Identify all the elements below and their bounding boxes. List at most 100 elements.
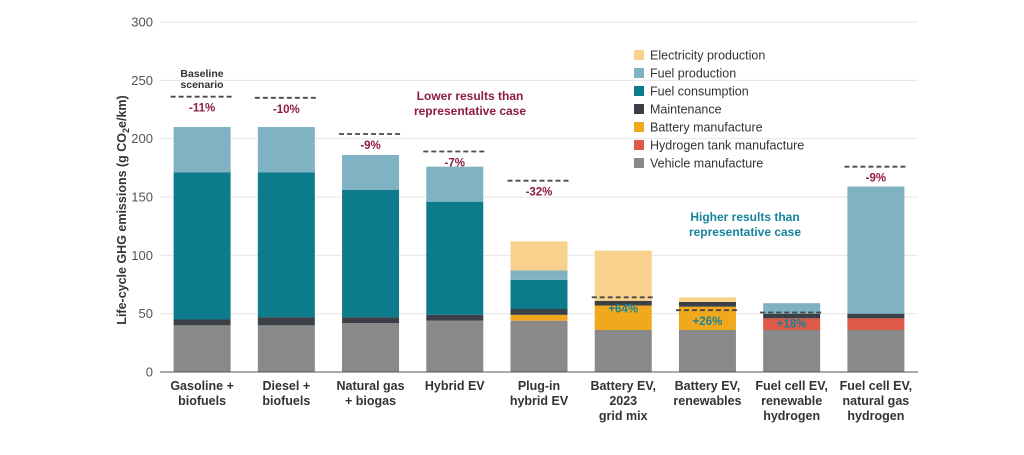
change-label: -11% bbox=[189, 103, 215, 115]
legend-swatch-hydrogen-tank-manufacture bbox=[634, 140, 644, 150]
x-category-label-line: renewables bbox=[673, 394, 741, 408]
bar-segment-maintenance bbox=[847, 313, 905, 319]
legend-label-battery-manufacture: Battery manufacture bbox=[650, 121, 763, 135]
legend-label-fuel-consumption: Fuel consumption bbox=[650, 85, 749, 99]
legend-label-electricity-production: Electricity production bbox=[650, 49, 765, 63]
bar-segment-vehicle-manufacture bbox=[173, 325, 231, 372]
x-category-label: Plug-in hybrid EV bbox=[510, 379, 569, 408]
bar-segment-maintenance bbox=[763, 313, 821, 319]
bar-segment-maintenance bbox=[342, 317, 400, 323]
bar-segment-vehicle-manufacture bbox=[426, 320, 484, 372]
bar-segment-maintenance bbox=[173, 319, 231, 326]
lower-results-note: Lower results than representative case bbox=[414, 89, 526, 118]
change-label: -9% bbox=[866, 173, 886, 185]
x-category-label-line: renewable bbox=[761, 394, 822, 408]
bar-segment-maintenance bbox=[426, 314, 484, 321]
bar-segment-battery-manufacture bbox=[678, 306, 736, 330]
bar-segment-fuel-production bbox=[847, 186, 905, 314]
y-axis-label: Life-cycle GHG emissions (g CO2e/km) bbox=[115, 95, 131, 324]
bar-segment-vehicle-manufacture bbox=[594, 330, 652, 372]
bar-segment-fuel-production bbox=[763, 303, 821, 314]
x-category-label-line: Fuel cell EV, bbox=[755, 379, 828, 393]
bar-segment-electricity-production bbox=[678, 297, 736, 302]
lower-results-line: Lower results than bbox=[417, 89, 524, 103]
bar-segment-vehicle-manufacture bbox=[763, 330, 821, 372]
legend-swatch-maintenance bbox=[634, 104, 644, 114]
x-category-label-line: natural gas bbox=[843, 394, 910, 408]
x-category-label: Hybrid EV bbox=[425, 379, 485, 393]
y-tick-label: 300 bbox=[131, 15, 153, 30]
x-category-label: Gasoline + biofuels bbox=[170, 379, 234, 408]
bar-segment-battery-manufacture bbox=[594, 305, 652, 330]
bar-segment-electricity-production bbox=[594, 250, 652, 301]
bar-segment-battery-manufacture bbox=[510, 314, 568, 321]
x-category-label-line: hybrid EV bbox=[510, 394, 569, 408]
change-label: -10% bbox=[273, 104, 300, 116]
y-tick-label: 100 bbox=[131, 248, 153, 263]
bar-segment-maintenance bbox=[678, 302, 736, 307]
x-category-label: Diesel + biofuels bbox=[262, 379, 310, 408]
x-category-label-line: biofuels bbox=[262, 394, 310, 408]
y-axis-label-unit: e/km) bbox=[115, 95, 129, 128]
y-axis-label-text: Life-cycle GHG emissions (g CO bbox=[115, 133, 129, 325]
x-category-label-line: Battery EV, bbox=[675, 379, 741, 393]
change-label: +64% bbox=[608, 303, 638, 315]
x-category-label-line: hydrogen bbox=[847, 409, 904, 423]
bar-segment-fuel-production bbox=[426, 166, 484, 202]
bar-segment-electricity-production bbox=[510, 241, 568, 271]
y-tick-label: 50 bbox=[139, 306, 153, 321]
x-category-label-line: Hybrid EV bbox=[425, 379, 485, 393]
legend-label-maintenance: Maintenance bbox=[650, 103, 722, 117]
higher-results-note: Higher results than representative case bbox=[689, 210, 801, 239]
bar-segment-fuel-consumption bbox=[257, 172, 315, 318]
baseline-scenario-line: Baseline bbox=[180, 68, 223, 80]
baseline-scenario-label: Baseline scenario bbox=[180, 68, 223, 91]
x-category-label-line: 2023 bbox=[609, 394, 637, 408]
legend-swatch-battery-manufacture bbox=[634, 122, 644, 132]
x-axis-labels: Gasoline + biofuels Diesel + biofuels Natura… bbox=[170, 379, 912, 423]
legend-swatch-fuel-consumption bbox=[634, 86, 644, 96]
bar-segment-maintenance bbox=[594, 300, 652, 306]
x-category-label-line: Diesel + bbox=[263, 379, 311, 393]
x-category-label-line: Fuel cell EV, bbox=[840, 379, 913, 393]
x-category-label: Fuel cell EV, natural gas hydrogen bbox=[840, 379, 913, 423]
baseline-markers: -11% -10% -9% -7% -32% +64% +26% +18% -9% bbox=[170, 95, 908, 331]
bar-segment-hydrogen-tank-manufacture bbox=[763, 318, 821, 330]
bar-segment-maintenance bbox=[257, 317, 315, 326]
bar-segment-fuel-production bbox=[257, 127, 315, 173]
bar-segment-vehicle-manufacture bbox=[847, 330, 905, 372]
legend: Electricity production Fuel production Fue… bbox=[634, 49, 804, 171]
bar-segment-maintenance bbox=[510, 309, 568, 315]
legend-label-hydrogen-tank-manufacture: Hydrogen tank manufacture bbox=[650, 139, 804, 153]
bars bbox=[173, 127, 905, 372]
y-axis-label-subscript: 2 bbox=[121, 128, 131, 133]
bar-segment-fuel-consumption bbox=[173, 172, 231, 320]
change-label: +18% bbox=[777, 319, 807, 331]
y-tick-label: 200 bbox=[131, 131, 153, 146]
x-category-label: Fuel cell EV, renewable hydrogen bbox=[755, 379, 828, 423]
bar-segment-fuel-consumption bbox=[342, 190, 400, 318]
x-category-label: Natural gas + biogas bbox=[337, 379, 405, 408]
x-category-label: Battery EV, 2023 grid mix bbox=[590, 379, 656, 423]
change-label: -7% bbox=[445, 158, 465, 170]
change-label: -9% bbox=[360, 140, 380, 152]
bar-segment-fuel-production bbox=[342, 155, 400, 190]
legend-swatch-electricity-production bbox=[634, 50, 644, 60]
y-tick-label: 150 bbox=[131, 190, 153, 205]
change-label: -32% bbox=[526, 187, 553, 199]
x-category-label-line: + biogas bbox=[345, 394, 396, 408]
bar-segment-fuel-consumption bbox=[426, 201, 484, 315]
bar-segment-fuel-consumption bbox=[510, 279, 568, 309]
bar-segment-vehicle-manufacture bbox=[257, 325, 315, 372]
x-category-label-line: hydrogen bbox=[763, 409, 820, 423]
bar-segment-vehicle-manufacture bbox=[678, 330, 736, 372]
bar-segment-vehicle-manufacture bbox=[510, 320, 568, 372]
x-category-label-line: grid mix bbox=[599, 409, 648, 423]
change-label: +26% bbox=[693, 316, 723, 328]
bar-segment-vehicle-manufacture bbox=[342, 323, 400, 372]
annotations: Baseline scenario Lower results than repres… bbox=[180, 68, 801, 239]
bar-segment-hydrogen-tank-manufacture bbox=[847, 318, 905, 330]
legend-swatch-vehicle-manufacture bbox=[634, 158, 644, 168]
x-category-label: Battery EV, renewables bbox=[673, 379, 741, 408]
